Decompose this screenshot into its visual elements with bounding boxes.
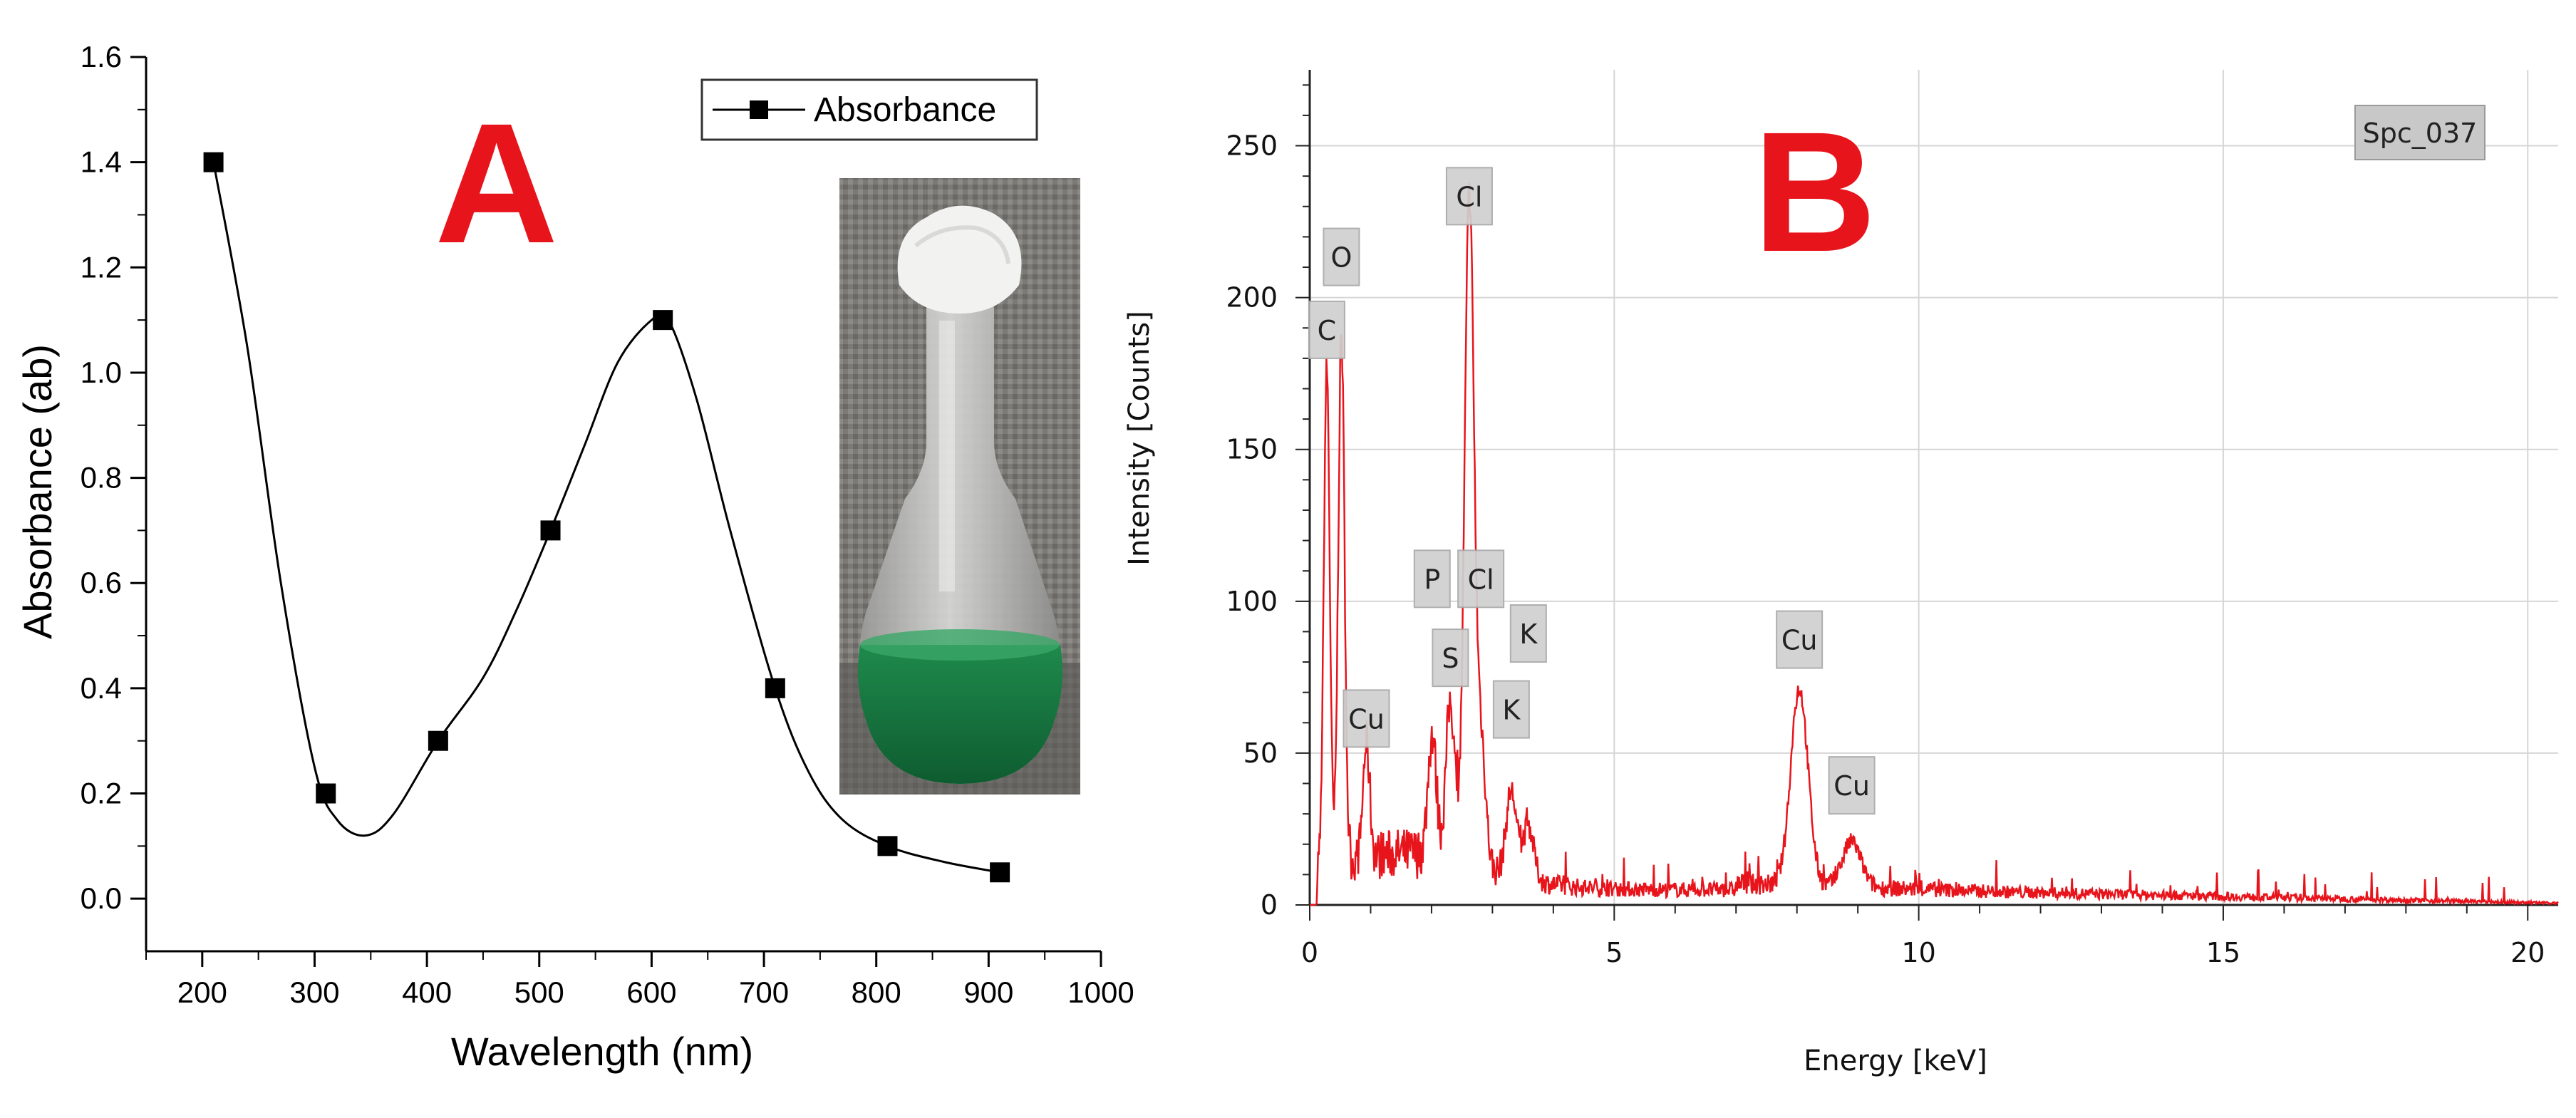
panel-a-x-tick-label: 400 — [402, 975, 452, 1009]
peak-label-box — [1457, 549, 1505, 609]
peak-label-text: Cl — [1468, 564, 1494, 595]
peak-label-box — [1776, 610, 1824, 669]
peak-label-box — [1323, 227, 1360, 286]
panel-a-y-tick-label: 0.8 — [81, 461, 122, 495]
panel-a-x-tick-label: 300 — [289, 975, 339, 1009]
peak-label-text: Cl — [1456, 181, 1482, 212]
panel-a-y-tick-label: 0.0 — [81, 881, 122, 915]
eds-spectrum-line — [1310, 182, 2559, 906]
peak-label-k: K — [1492, 680, 1530, 739]
panel-b-x-tick-label: 5 — [1605, 937, 1623, 968]
panel-a-legend: Absorbance — [700, 78, 1038, 141]
panel-b-y-axis-title: Intensity [Counts] — [1123, 311, 1156, 566]
peak-label-text: O — [1330, 242, 1352, 274]
panel-a-y-tick-label: 0.6 — [81, 566, 122, 599]
panel-a-x-axis-title: Wavelength (nm) — [451, 1029, 753, 1074]
panel-a-y-ticks: 0.0 0.2 0.4 0.6 0.8 1.0 1.2 1.4 1.6 — [81, 40, 146, 915]
peak-label-box — [1828, 756, 1876, 815]
absorbance-data-point — [540, 520, 561, 541]
peak-label-cu: Cu — [1776, 610, 1824, 669]
peak-label-box — [1308, 300, 1345, 359]
peak-label-box — [1509, 604, 1547, 663]
peak-label-text: P — [1424, 564, 1440, 595]
legend-entry-absorbance: Absorbance — [814, 91, 996, 129]
panel-a-x-tick-label: 900 — [963, 975, 1013, 1009]
panel-a-x-tick-label: 600 — [626, 975, 676, 1009]
absorbance-data-point — [990, 862, 1010, 883]
peak-label-box — [1492, 680, 1530, 739]
peak-label-cl: Cl — [1445, 167, 1493, 226]
panel-a-y-tick-label: 0.2 — [81, 777, 122, 810]
peak-label-box — [1343, 689, 1390, 748]
panel-a-x-tick-label: 1000 — [1067, 975, 1134, 1009]
peak-label-cu: Cu — [1343, 689, 1390, 748]
panel-b-axes — [1308, 70, 2558, 906]
absorbance-data-point — [765, 678, 785, 698]
panel-a-axes — [145, 57, 1101, 953]
absorbance-data-point — [203, 152, 224, 172]
panel-b-x-tick-label: 10 — [1901, 937, 1935, 968]
peak-label-cl: Cl — [1457, 549, 1505, 609]
panel-b-y-tick-label: 250 — [1226, 130, 1278, 162]
panel-a-data-points — [203, 152, 1010, 883]
peak-label-text: K — [1519, 618, 1538, 650]
panel-b-letter: B — [1753, 96, 1876, 287]
peak-label-box — [1413, 549, 1451, 609]
panel-b-y-tick-label: 50 — [1243, 737, 1278, 769]
panel-b-x-ticks: 0 5 10 15 20 — [1301, 905, 2545, 968]
panel-a-y-tick-label: 1.0 — [81, 356, 122, 389]
panel-b-x-tick-label: 0 — [1301, 937, 1318, 968]
panel-b-peak-labels: C O Cu P S Cl Cl K K Cu Cu — [1308, 167, 1876, 815]
panel-a-x-tick-label: 500 — [514, 975, 564, 1009]
panel-a-x-tick-label: 200 — [177, 975, 227, 1009]
peak-label-text: K — [1502, 695, 1521, 726]
absorbance-data-point — [653, 310, 673, 331]
peak-label-text: S — [1442, 643, 1459, 674]
peak-label-text: C — [1318, 315, 1337, 346]
panel-a-x-ticks: 200 300 400 500 600 700 800 900 1000 — [145, 951, 1134, 1009]
panel-a: 200 300 400 500 600 700 800 900 1000 0.00.20.40.… — [15, 40, 1134, 1074]
peak-label-k: K — [1509, 604, 1547, 663]
peak-label-s: S — [1432, 628, 1469, 688]
panel-a-letter: A — [435, 88, 558, 279]
peak-label-cu: Cu — [1828, 756, 1876, 815]
panel-b-y-tick-label: 200 — [1226, 282, 1278, 314]
panel-b-y-tick-label: 0 — [1261, 889, 1278, 921]
panel-b-y-tick-label: 100 — [1226, 586, 1278, 617]
panel-a-x-tick-label: 800 — [852, 975, 901, 1009]
panel-b-y-ticks: 0 50 100 150 200 250 — [1226, 84, 1310, 921]
panel-a-x-tick-label: 700 — [739, 975, 789, 1009]
panel-b-x-tick-label: 20 — [2510, 937, 2545, 968]
absorbance-data-point — [877, 836, 898, 856]
peak-label-o: O — [1323, 227, 1360, 286]
absorbance-data-point — [428, 730, 448, 751]
peak-label-text: Cu — [1348, 703, 1385, 735]
panel-a-y-tick-label: 1.4 — [81, 145, 122, 179]
panel-a-y-tick-label: 0.4 — [81, 671, 122, 705]
panel-b-spectrum — [1310, 182, 2559, 906]
spectrum-id-badge: Spc_037 — [2354, 105, 2486, 160]
peak-label-text: Cu — [1833, 770, 1870, 802]
panel-a-y-tick-label: 1.6 — [81, 40, 122, 73]
legend-marker-square — [750, 100, 768, 119]
panel-a-fit-curve — [212, 162, 1000, 874]
peak-label-c: C — [1308, 300, 1345, 359]
spectrum-id-label: Spc_037 — [2363, 118, 2478, 149]
peak-label-box — [1445, 167, 1493, 226]
panel-a-y-axis-title: Absorbance (ab) — [15, 344, 60, 639]
peak-label-text: Cu — [1781, 625, 1818, 656]
panel-a-y-tick-label: 1.2 — [81, 250, 122, 284]
absorbance-fit-line — [212, 162, 1000, 874]
panel-b-x-tick-label: 15 — [2206, 937, 2240, 968]
panel-b-y-tick-label: 150 — [1226, 434, 1278, 465]
flask-photo-inset — [839, 178, 1080, 794]
panel-b-x-axis-title: Energy [keV] — [1804, 1045, 1987, 1077]
absorbance-data-point — [316, 783, 336, 804]
peak-label-p: P — [1413, 549, 1451, 609]
peak-label-box — [1432, 628, 1469, 688]
